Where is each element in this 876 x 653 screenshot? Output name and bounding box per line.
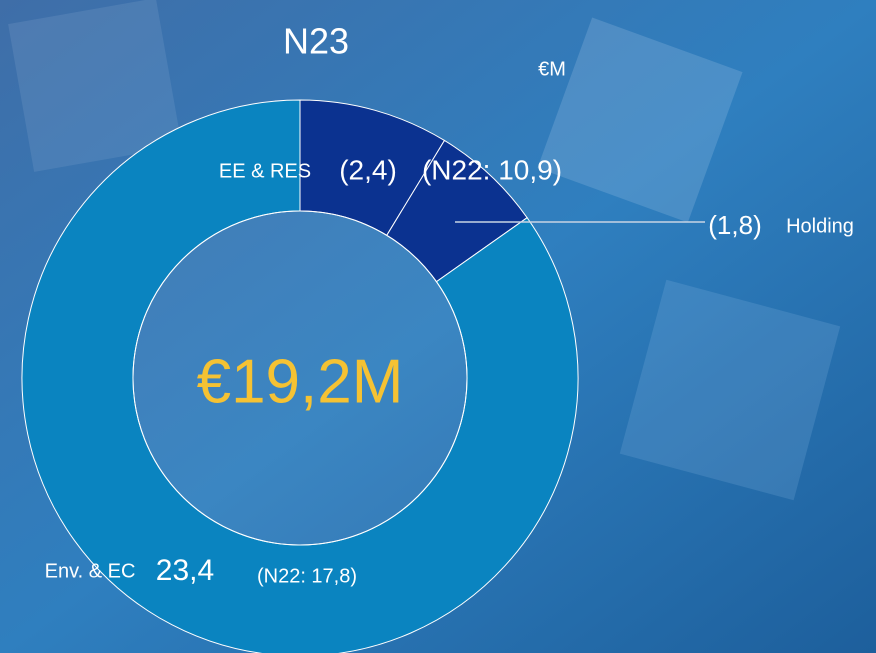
slide: N23 €M EE & RES (2,4) (N22: 10,9) Holding (1… xyxy=(0,0,876,653)
prior-year-label: (N22: 10,9) xyxy=(422,154,562,185)
category-label: Holding xyxy=(786,215,854,237)
value-label: (2,4) xyxy=(339,154,397,185)
prior-year-label: (N22: 17,8) xyxy=(257,565,357,587)
value-label: (1,8) xyxy=(708,210,761,240)
category-label: EE & RES xyxy=(219,160,311,182)
chart-title: N23 xyxy=(283,21,349,62)
unit-label: €M xyxy=(538,58,566,80)
category-label: Env. & EC xyxy=(45,560,136,582)
center-total: €19,2M xyxy=(197,347,404,416)
value-label: 23,4 xyxy=(156,554,214,587)
